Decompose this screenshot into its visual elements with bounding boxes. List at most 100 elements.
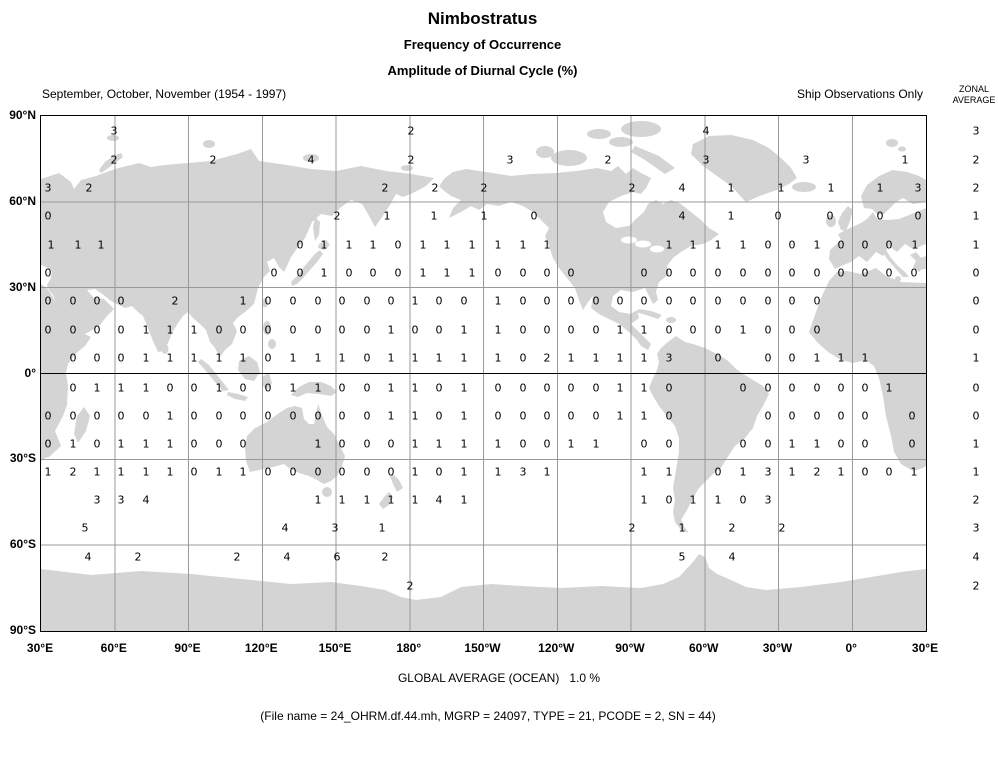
grid-value: 3 — [331, 521, 339, 535]
grid-value: 0 — [69, 409, 77, 423]
grid-value: 4 — [728, 550, 736, 564]
lake-group — [621, 236, 664, 253]
grid-value: 0 — [264, 381, 272, 395]
grid-value: 2 — [171, 294, 179, 308]
zonal-average-value: 0 — [972, 294, 980, 308]
grid-value: 1 — [910, 465, 918, 479]
landmass-south-america — [649, 336, 769, 533]
grid-value: 0 — [239, 323, 247, 337]
grid-value: 3 — [802, 153, 810, 167]
grid-value: 0 — [264, 351, 272, 365]
landmass-tasmania — [322, 487, 332, 497]
grid-value: 0 — [764, 266, 772, 280]
grid-value: 0 — [567, 381, 575, 395]
longitude-tick-label: 0° — [845, 641, 857, 655]
landmass-sri-lanka — [161, 344, 169, 354]
landmass-great-britain — [838, 206, 853, 231]
grid-value: 1 — [166, 409, 174, 423]
grid-value: 0 — [861, 238, 869, 252]
grid-value: 0 — [117, 351, 125, 365]
grid-value: 0 — [861, 465, 869, 479]
grid-value: 1 — [215, 465, 223, 479]
grid-value: 0 — [314, 294, 322, 308]
grid-value: 1 — [387, 323, 395, 337]
zonal-average-header: ZONAL AVERAGE — [950, 84, 998, 106]
grid-value: 0 — [69, 323, 77, 337]
grid-value: 0 — [788, 409, 796, 423]
grid-value: 0 — [592, 409, 600, 423]
grid-value: 0 — [714, 323, 722, 337]
grid-value: 0 — [93, 294, 101, 308]
grid-value: 1 — [190, 351, 198, 365]
grid-value: 1 — [714, 238, 722, 252]
grid-value: 1 — [616, 323, 624, 337]
grid-value: 1 — [460, 381, 468, 395]
latitude-tick-label: 60°N — [9, 193, 36, 208]
latitude-tick-label: 30°S — [9, 451, 36, 466]
zonal-average-value: 2 — [972, 181, 980, 195]
grid-value: 0 — [739, 437, 747, 451]
grid-value: 1 — [142, 437, 150, 451]
global-average-label: GLOBAL AVERAGE (OCEAN) 1.0 % — [397, 671, 601, 685]
grid-value: 0 — [363, 381, 371, 395]
grid-value: 1 — [411, 381, 419, 395]
grid-value: 3 — [506, 153, 514, 167]
grid-value: 3 — [117, 493, 125, 507]
grid-value: 1 — [117, 465, 125, 479]
grid-value: 4 — [84, 550, 92, 564]
landmass-new-guinea — [291, 382, 337, 397]
landmass-new-siberian-islands — [303, 154, 319, 162]
grid-value: 0 — [117, 409, 125, 423]
grid-value: 0 — [640, 266, 648, 280]
latitude-tick-label: 90°N — [9, 108, 36, 122]
grid-value: 0 — [69, 294, 77, 308]
grid-value: 0 — [788, 294, 796, 308]
grid-value: 1 — [93, 381, 101, 395]
grid-value: 1 — [827, 181, 835, 195]
grid-value: 1 — [468, 266, 476, 280]
grid-value: 0 — [885, 266, 893, 280]
grid-value: 0 — [338, 409, 346, 423]
grid-value: 0 — [861, 266, 869, 280]
grid-value: 0 — [369, 266, 377, 280]
grid-value: 0 — [764, 351, 772, 365]
grid-value: 0 — [117, 323, 125, 337]
grid-value: 0 — [215, 409, 223, 423]
file-info-label: (File name = 24_OHRM.df.44.mh, MGRP = 24… — [260, 709, 716, 723]
grid-value: 1 — [567, 437, 575, 451]
landmass-arctic-island — [587, 129, 611, 139]
landmass-north-america — [439, 166, 719, 350]
grid-value: 3 — [764, 493, 772, 507]
grid-value: 1 — [215, 381, 223, 395]
grid-value: 0 — [519, 323, 527, 337]
grid-value: 0 — [338, 381, 346, 395]
grid-value: 2 — [134, 550, 142, 564]
grid-value: 1 — [885, 381, 893, 395]
grid-value: 5 — [81, 521, 89, 535]
longitude-tick-label: 90°E — [174, 641, 201, 655]
landmass-victoria-island — [551, 150, 587, 166]
grid-value: 3 — [44, 181, 52, 195]
grid-value: 1 — [166, 465, 174, 479]
zonal-average-value: 3 — [972, 124, 980, 138]
grid-value: 1 — [616, 409, 624, 423]
grid-value: 1 — [142, 381, 150, 395]
grid-value: 1 — [314, 351, 322, 365]
longitude-tick-label: 30°E — [26, 641, 54, 655]
grid-value: 0 — [338, 323, 346, 337]
grid-value: 2 — [813, 465, 821, 479]
longitude-tick-label: 120°E — [244, 641, 278, 655]
grid-value: 0 — [289, 323, 297, 337]
zonal-average-value: 3 — [972, 521, 980, 535]
grid-value: 0 — [44, 437, 52, 451]
grid-value: 1 — [430, 209, 438, 223]
longitude-tick-label: 90°W — [615, 641, 645, 655]
landmass-sakhalin — [313, 217, 320, 241]
grid-value: 1 — [411, 437, 419, 451]
grid-value: 0 — [215, 437, 223, 451]
grid-value: 0 — [494, 409, 502, 423]
zonal-average-value: 0 — [972, 266, 980, 280]
grid-value: 0 — [640, 294, 648, 308]
grid-value: 1 — [314, 381, 322, 395]
grid-value: 1 — [788, 465, 796, 479]
